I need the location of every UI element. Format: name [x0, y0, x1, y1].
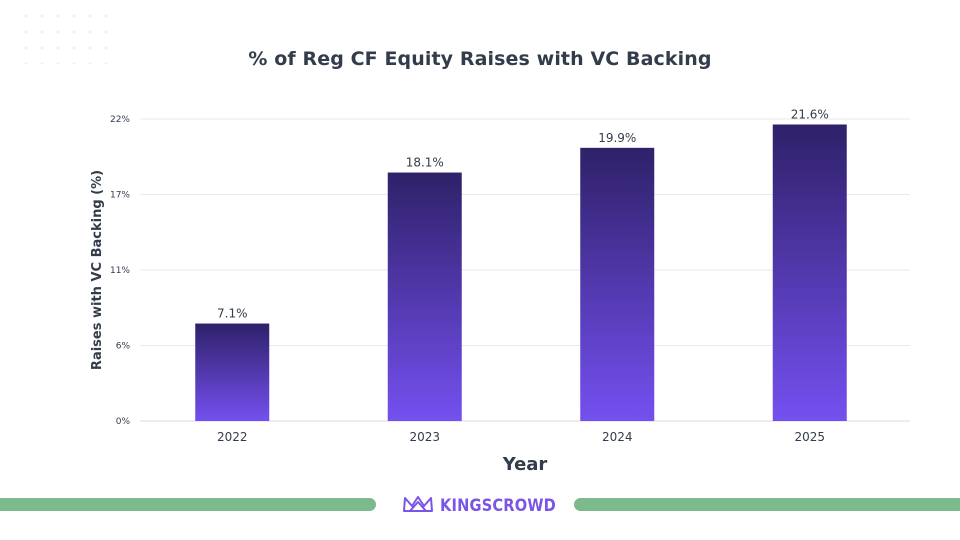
labels: 0% 6% 11% 17% 22% 7.1% 2022 18.1% 2023 19.9% 2024 2…	[110, 107, 829, 444]
y-tick-label: 6%	[116, 342, 131, 352]
data-label: 18.1%	[406, 156, 444, 170]
y-tick-label: 11%	[110, 266, 130, 276]
y-axis-label: Raises with VC Backing (%)	[90, 170, 105, 370]
bar-2023	[387, 172, 462, 421]
bars	[195, 124, 847, 421]
footer-bar-right	[574, 498, 960, 511]
footer-bar-left	[0, 498, 376, 511]
data-label: 19.9%	[598, 131, 636, 145]
bar-chart: 0% 6% 11% 17% 22% 7.1% 2022 18.1% 2023 19.9% 2024 2…	[90, 107, 910, 475]
kingscrowd-logo: KINGSCROWD	[402, 494, 575, 518]
bar-2022	[195, 323, 270, 421]
crown-icon	[402, 494, 434, 518]
x-tick-label: 2023	[409, 430, 440, 444]
x-tick-label: 2025	[794, 430, 825, 444]
x-tick-label: 2022	[217, 430, 248, 444]
bar-2025	[772, 124, 847, 421]
brand-name: KINGSCROWD	[440, 496, 556, 516]
x-axis-label: Year	[502, 454, 548, 475]
y-tick-label: 0%	[116, 417, 131, 427]
decorative-dot-grid	[18, 8, 114, 64]
x-tick-label: 2024	[602, 430, 633, 444]
bar-2024	[580, 147, 655, 421]
y-tick-label: 22%	[110, 115, 130, 125]
data-label: 7.1%	[217, 307, 248, 321]
data-label: 21.6%	[791, 107, 829, 121]
y-tick-label: 17%	[110, 191, 130, 201]
chart-title: % of Reg CF Equity Raises with VC Backin…	[248, 48, 712, 70]
